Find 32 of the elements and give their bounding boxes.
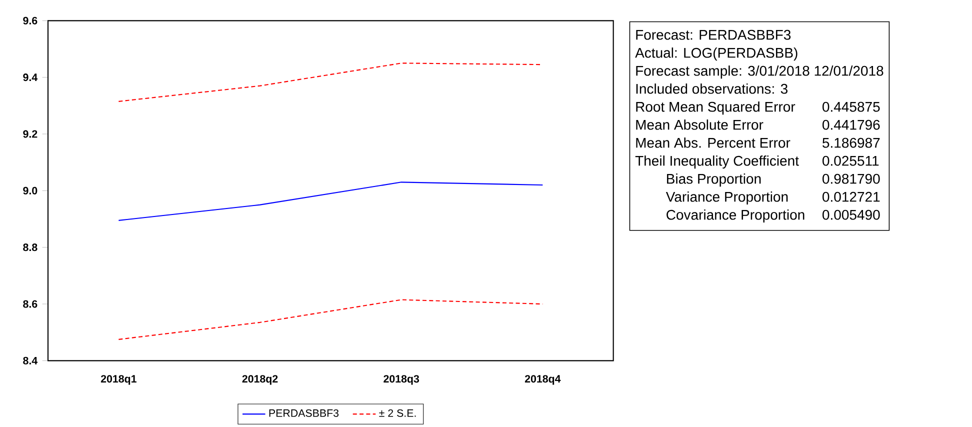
- y-tick-label: 9.6: [23, 17, 38, 25]
- y-tick-label: 9.4: [23, 74, 38, 82]
- text: Theil Inequality Coefficient: [635, 156, 799, 169]
- text: Actual: LOG(PERDASBB): [635, 48, 798, 61]
- text: Covariance Proportion: [666, 210, 804, 223]
- x-tick-label: 2018q2: [242, 375, 278, 385]
- legend-label: ± 2 S.E.: [379, 409, 416, 418]
- text: Included observations: 3: [636, 84, 788, 94]
- text: Forecast: PERDASBBF3: [636, 30, 791, 40]
- x-tick-label: 2018q1: [100, 375, 136, 385]
- text: 0.012721: [822, 192, 880, 202]
- text: Variance Proportion: [666, 192, 788, 205]
- text: Forecast sample: 3/01/2018 12/01/2018: [636, 66, 884, 79]
- text: Mean Abs. Percent Error: [636, 138, 790, 148]
- text: Bias Proportion: [667, 174, 761, 187]
- text: 0.441796: [822, 120, 880, 130]
- y-tick-label: 9.0: [23, 187, 38, 195]
- x-tick-label: 2018q3: [384, 375, 420, 385]
- text: 5.186987: [822, 138, 880, 148]
- y-tick-label: 8.8: [23, 244, 38, 252]
- text: 0.981790: [822, 174, 880, 184]
- text: 0.025511: [822, 156, 879, 166]
- text: 0.445875: [822, 102, 880, 112]
- text: 0.005490: [822, 210, 880, 220]
- line-series: [118, 182, 544, 222]
- y-tick-label: 8.4: [23, 357, 38, 365]
- text: Root Mean Squared Error: [636, 102, 796, 115]
- x-tick-label: 2018q4: [524, 375, 561, 385]
- legend-label: PERDASBBF3: [269, 409, 339, 418]
- text: Mean Absolute Error: [636, 120, 764, 130]
- y-tick-label: 8.6: [23, 300, 38, 308]
- y-tick-label: 9.2: [23, 130, 38, 138]
